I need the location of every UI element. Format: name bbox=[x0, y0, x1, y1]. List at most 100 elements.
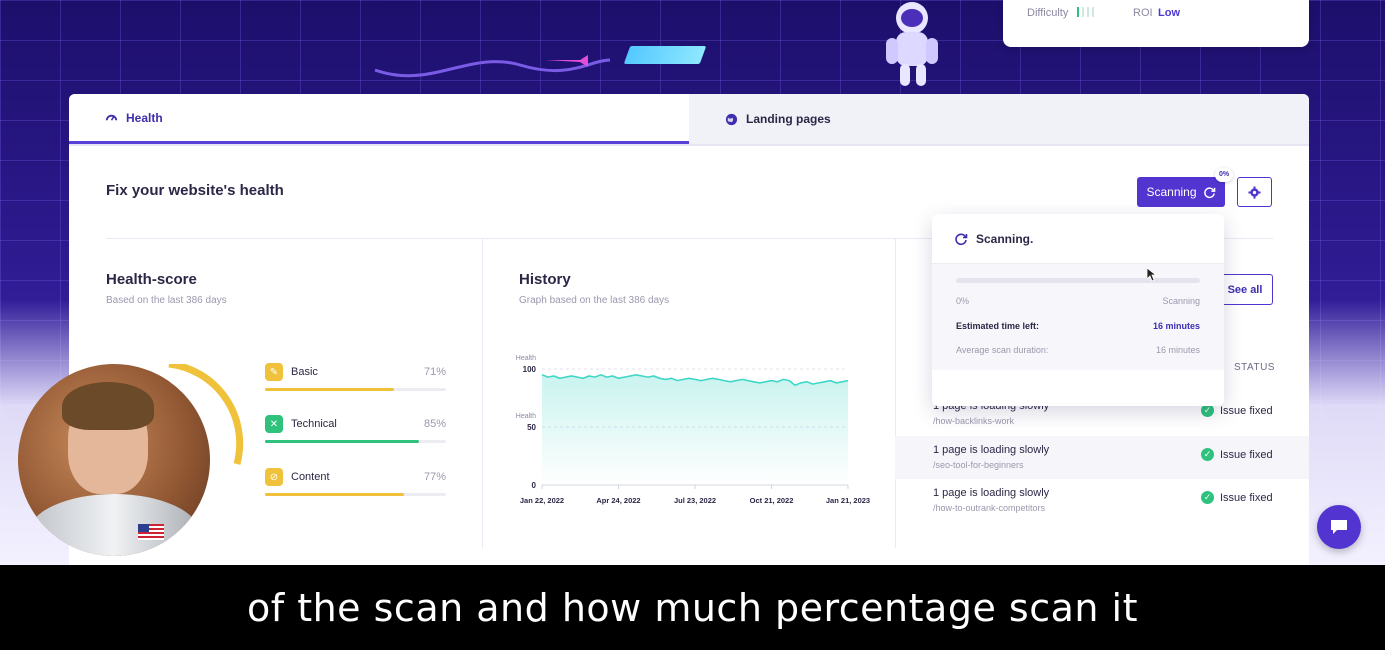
see-all-button[interactable]: See all bbox=[1217, 274, 1273, 305]
health-score-title: Health-score bbox=[106, 271, 197, 288]
metric-basic-value: 71% bbox=[423, 366, 446, 378]
cable-illustration bbox=[374, 55, 611, 78]
chat-icon bbox=[1331, 520, 1347, 534]
estimated-time-row: Estimated time left: 16 minutes bbox=[956, 321, 1200, 331]
webcam-overlay bbox=[18, 364, 210, 556]
tab-landing-pages-label: Landing pages bbox=[746, 112, 831, 126]
y-axis-label: Health bbox=[516, 413, 536, 420]
difficulty-label: Difficulty bbox=[1027, 7, 1069, 19]
page-title: Fix your website's health bbox=[106, 182, 284, 199]
globe-icon bbox=[725, 113, 738, 125]
popover-body: 0% Scanning Estimated time left: 16 minu… bbox=[932, 264, 1224, 370]
settings-button[interactable] bbox=[1237, 177, 1272, 207]
metric-basic-fill bbox=[265, 388, 394, 391]
presenter-hair bbox=[62, 382, 154, 430]
x-tick-label: Jan 21, 2023 bbox=[826, 496, 870, 505]
issue-status-label: Issue fixed bbox=[1220, 491, 1273, 504]
scan-percent-badge: 0% bbox=[1215, 168, 1233, 182]
metric-content-track bbox=[265, 493, 446, 496]
difficulty-bars bbox=[1077, 7, 1097, 18]
issue-status-label: Issue fixed bbox=[1220, 448, 1273, 461]
progress-end-label: Scanning bbox=[1162, 296, 1200, 306]
issue-row[interactable]: 1 page is loading slowly /how-to-outrank… bbox=[895, 479, 1309, 522]
keyword-info-card: Difficulty ROI Low bbox=[1003, 0, 1309, 47]
history-subtitle: Graph based on the last 386 days bbox=[519, 295, 670, 306]
issue-text: 1 page is loading slowly bbox=[933, 444, 1050, 456]
issue-path[interactable]: /how-backlinks-work bbox=[933, 416, 1015, 426]
column-divider bbox=[482, 238, 483, 548]
y-tick-label: 50 bbox=[527, 423, 536, 432]
check-icon: ✓ bbox=[1201, 448, 1214, 461]
history-line bbox=[541, 373, 849, 387]
video-subtitle-text: of the scan and how much percentage scan… bbox=[246, 585, 1138, 630]
x-tick-label: Jul 23, 2022 bbox=[674, 496, 716, 505]
y-tick-label: 100 bbox=[523, 365, 537, 374]
y-tick-label: 0 bbox=[532, 481, 537, 490]
content-icon: ⊘ bbox=[265, 468, 283, 486]
flag-patch-icon bbox=[138, 524, 164, 540]
column-divider bbox=[895, 238, 896, 548]
scanning-button[interactable]: Scanning bbox=[1137, 177, 1225, 207]
issue-row[interactable]: 1 page is loading slowly /seo-tool-for-b… bbox=[895, 436, 1309, 479]
scanning-popover: Scanning. 0% Scanning Estimated time lef… bbox=[932, 214, 1224, 406]
x-tick-label: Jan 22, 2022 bbox=[520, 496, 564, 505]
section-divider bbox=[106, 238, 1273, 239]
estimated-time-label: Estimated time left: bbox=[956, 321, 1040, 331]
tab-health-label: Health bbox=[126, 110, 163, 125]
scanning-button-label: Scanning bbox=[1146, 185, 1197, 199]
progress-start-label: 0% bbox=[956, 296, 970, 306]
issue-status: ✓ Issue fixed bbox=[1201, 491, 1273, 504]
issue-path[interactable]: /how-to-outrank-competitors bbox=[933, 503, 1046, 513]
history-title: History bbox=[519, 271, 571, 288]
gauge-icon bbox=[105, 114, 118, 121]
metric-technical: ✕ Technical 85% bbox=[265, 414, 446, 443]
issue-status: ✓ Issue fixed bbox=[1201, 448, 1273, 461]
average-duration-label: Average scan duration: bbox=[956, 345, 1049, 355]
x-tick-label: Oct 21, 2022 bbox=[750, 496, 794, 505]
metric-content-value: 77% bbox=[423, 471, 446, 483]
presenter-suit bbox=[28, 494, 200, 556]
tab-health[interactable]: Health bbox=[69, 94, 689, 144]
x-tick-label: Apr 24, 2022 bbox=[596, 496, 640, 505]
refresh-icon bbox=[955, 232, 968, 245]
progress-labels: 0% Scanning bbox=[956, 296, 1200, 306]
issue-status: ✓ Issue fixed bbox=[1201, 404, 1273, 417]
chat-button[interactable] bbox=[1317, 505, 1361, 549]
health-score-subtitle: Based on the last 386 days bbox=[106, 295, 227, 306]
health-score-gauge bbox=[168, 364, 244, 465]
gear-icon bbox=[1248, 185, 1261, 199]
video-subtitle-bar: of the scan and how much percentage scan… bbox=[0, 565, 1385, 650]
popover-header: Scanning. bbox=[932, 214, 1224, 264]
roi-label: ROI bbox=[1133, 7, 1153, 19]
mouse-cursor-icon bbox=[1147, 268, 1157, 282]
average-duration-row: Average scan duration: 16 minutes bbox=[956, 345, 1200, 355]
history-chart: 100 50 0 Health Health Jan 22, 2022 Apr 24, 20… bbox=[516, 355, 870, 505]
metric-technical-label: Technical bbox=[291, 418, 337, 430]
metric-basic: ✎ Basic 71% bbox=[265, 362, 446, 391]
estimated-time-value: 16 minutes bbox=[1152, 321, 1200, 331]
y-axis-label: Health bbox=[516, 355, 536, 362]
refresh-icon bbox=[1203, 186, 1215, 198]
issue-status-label: Issue fixed bbox=[1220, 404, 1273, 417]
tab-landing-pages[interactable]: Landing pages bbox=[689, 94, 1309, 144]
status-column-header: STATUS bbox=[1234, 362, 1275, 373]
metric-basic-label: Basic bbox=[291, 366, 318, 378]
metric-technical-track bbox=[265, 440, 446, 443]
tab-bar: Health Landing pages bbox=[69, 94, 1309, 146]
metric-content-fill bbox=[265, 493, 405, 496]
metric-content-label: Content bbox=[291, 471, 330, 483]
astronaut-illustration bbox=[886, 2, 938, 86]
check-icon: ✓ bbox=[1201, 491, 1214, 504]
check-icon: ✓ bbox=[1201, 404, 1214, 417]
metric-technical-fill bbox=[265, 440, 419, 443]
issue-text: 1 page is loading slowly bbox=[933, 487, 1050, 499]
issue-path[interactable]: /seo-tool-for-beginners bbox=[933, 460, 1024, 470]
metric-technical-value: 85% bbox=[423, 418, 446, 430]
metric-content: ⊘ Content 77% bbox=[265, 467, 446, 496]
roi-value: Low bbox=[1158, 7, 1180, 19]
history-area bbox=[542, 374, 848, 485]
tools-icon: ✕ bbox=[265, 415, 283, 433]
scan-progress-track bbox=[956, 278, 1200, 283]
popover-title: Scanning. bbox=[976, 231, 1034, 246]
pencil-icon: ✎ bbox=[265, 363, 283, 381]
